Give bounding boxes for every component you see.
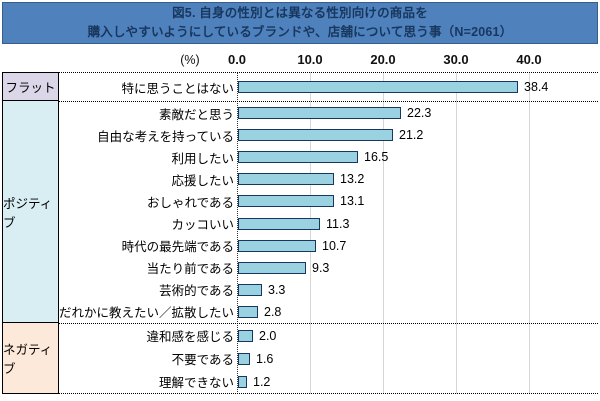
bar-row: 自由な考えを持っている 21.2 [59, 124, 598, 146]
row-label: 違和感を感じる [146, 330, 234, 344]
value-label: 2.8 [264, 304, 282, 319]
bar-row: だれかに教えたい／拡散したい 2.8 [59, 301, 598, 323]
gridline [529, 72, 530, 394]
bar [238, 239, 316, 252]
bar [238, 283, 262, 296]
value-label: 16.5 [364, 150, 389, 165]
category-cell: フラット [2, 72, 59, 101]
bar-row: 芸術的である 3.3 [59, 279, 598, 301]
bar-zone: 22.3 [237, 102, 598, 124]
chart-title-line2: 購入しやすいようにしているブランドや、店舗について思う事（N=2061） [87, 25, 513, 39]
bar-zone: 38.4 [237, 73, 598, 101]
row-label: 当たり前である [146, 262, 234, 277]
value-label: 38.4 [524, 80, 549, 94]
bar-row: 利用したい 16.5 [59, 146, 598, 168]
bar-zone: 9.3 [237, 257, 598, 279]
bar-row: 応援したい 13.2 [59, 168, 598, 190]
bar [238, 329, 253, 342]
bar-row: 素敵だと思う 22.3 [59, 102, 598, 124]
bar [238, 173, 334, 186]
bar-row: 違和感を感じる 2.0 [59, 324, 598, 347]
gridline [456, 72, 457, 394]
bar-zone: 11.3 [237, 212, 598, 234]
bar-row: 特に思うことはない 38.4 [59, 73, 598, 101]
x-axis-tick: 20.0 [370, 52, 396, 67]
value-label: 3.3 [268, 282, 286, 297]
bar-row: おしゃれである 13.1 [59, 190, 598, 212]
bar [238, 375, 247, 388]
x-axis: (%) 0.0 10.0 20.0 30.0 40.0 [0, 52, 600, 70]
value-label: 13.1 [340, 194, 365, 209]
bar-row: カッコいい 11.3 [59, 212, 598, 234]
category-cell: ポジティブ [2, 100, 59, 323]
value-label: 21.2 [399, 128, 424, 143]
value-label: 9.3 [312, 260, 330, 275]
row-label: 芸術的である [159, 284, 234, 299]
bar-row: 当たり前である 9.3 [59, 257, 598, 279]
bar-zone: 13.2 [237, 168, 598, 190]
value-label: 1.2 [253, 374, 271, 389]
chart-title-line1: 図5. 自身の性別とは異なる性別向けの商品を [172, 5, 428, 20]
row-label: カッコいい [171, 218, 234, 233]
row-label: だれかに教えたい／拡散したい [59, 306, 235, 321]
x-axis-tick: 0.0 [227, 52, 247, 67]
value-label: 1.6 [256, 351, 274, 366]
row-label: 理解できない [158, 376, 234, 390]
x-axis-tick: 40.0 [516, 52, 542, 67]
bar-zone: 10.7 [237, 235, 598, 257]
row-label: 特に思うことはない [121, 81, 234, 96]
x-axis-tick: 30.0 [443, 52, 469, 67]
row-label: 応援したい [171, 173, 234, 188]
section-1: ポジティブ 素敵だと思う 22.3 自由な考えを持っている 21.2 利用したい 16.5 応… [2, 100, 598, 323]
row-label: 利用したい [171, 151, 234, 166]
x-axis-tick: 10.0 [297, 52, 323, 67]
bar [238, 81, 518, 93]
value-label: 2.0 [259, 328, 277, 343]
bar [238, 151, 358, 164]
row-label: 自由な考えを持っている [97, 129, 234, 144]
value-label: 13.2 [340, 172, 365, 187]
row-label: おしゃれである [146, 195, 234, 210]
bar [238, 217, 320, 230]
bar [238, 352, 250, 365]
row-label: 不要である [171, 353, 234, 367]
bar-zone: 2.0 [237, 324, 598, 347]
bar [238, 129, 393, 142]
bar-zone: 1.2 [237, 370, 598, 393]
bar [238, 107, 401, 120]
section-rows: 違和感を感じる 2.0 不要である 1.6 理解できない 1.2 [59, 323, 598, 394]
bar-zone: 3.3 [237, 279, 598, 301]
section-rows: 素敵だと思う 22.3 自由な考えを持っている 21.2 利用したい 16.5 応援したい 1… [59, 101, 598, 323]
section-0: フラット 特に思うことはない 38.4 [2, 72, 598, 101]
bar-row: 時代の最先端である 10.7 [59, 235, 598, 257]
bar-zone: 13.1 [237, 190, 598, 212]
chart-plot-area: フラット 特に思うことはない 38.4 ポジティブ 素敵だと思う 22.3 自由な考えを持っ… [2, 72, 598, 394]
gridline [310, 72, 311, 394]
bar-row: 不要である 1.6 [59, 347, 598, 370]
category-cell: ネガティブ [2, 322, 59, 394]
zero-axis-line [237, 72, 238, 394]
bar-zone: 21.2 [237, 124, 598, 146]
row-label: 素敵だと思う [158, 107, 234, 122]
section-rows: 特に思うことはない 38.4 [59, 72, 598, 101]
bar-zone: 2.8 [237, 301, 598, 323]
bar-row: 理解できない 1.2 [59, 370, 598, 393]
chart-title-banner: 図5. 自身の性別とは異なる性別向けの商品を 購入しやすいようにしているブランド… [2, 2, 598, 44]
bar [238, 261, 306, 274]
axis-unit-label: (%) [180, 53, 200, 67]
bar-zone: 16.5 [237, 146, 598, 168]
bar-zone: 1.6 [237, 347, 598, 370]
row-label: 時代の最先端である [121, 240, 234, 255]
section-2: ネガティブ 違和感を感じる 2.0 不要である 1.6 理解できない 1.2 [2, 322, 598, 394]
value-label: 10.7 [322, 238, 347, 253]
bar [238, 305, 258, 318]
value-label: 11.3 [326, 216, 350, 231]
bar [238, 195, 334, 208]
gridline [383, 72, 384, 394]
value-label: 22.3 [407, 106, 432, 121]
